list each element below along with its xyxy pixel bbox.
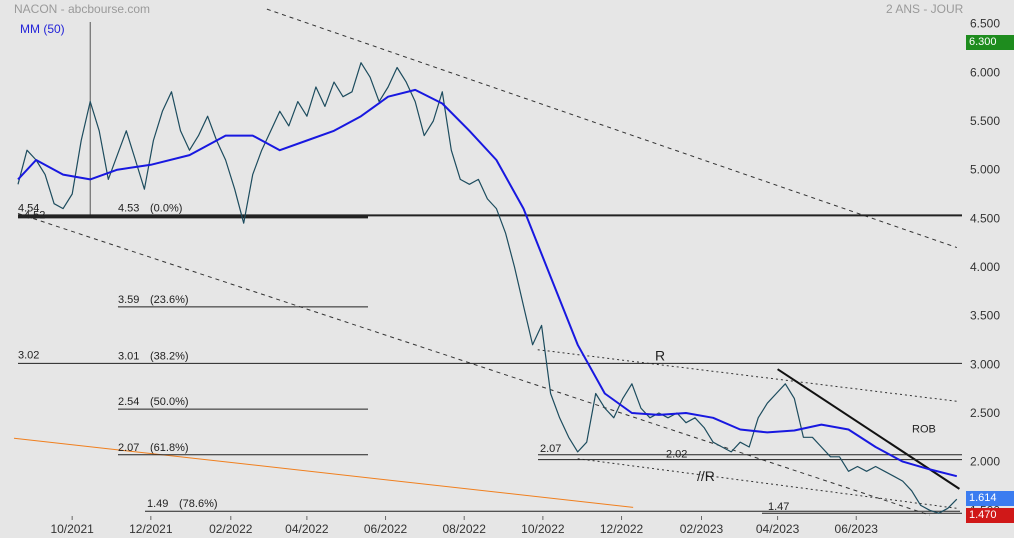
parallel-channel-line bbox=[577, 458, 957, 509]
y-tick-label: 3.000 bbox=[970, 357, 1000, 371]
y-tick-label: 4.000 bbox=[970, 260, 1000, 274]
ma-legend: MM (50) bbox=[20, 22, 65, 36]
fib-level-percent: (50.0%) bbox=[150, 396, 189, 408]
y-tick-label: 4.500 bbox=[970, 211, 1000, 225]
annotation-r: R bbox=[655, 347, 665, 363]
y-tick-label: 2.500 bbox=[970, 406, 1000, 420]
lower-channel-line bbox=[17, 213, 930, 516]
fib-level-value: 2.54 bbox=[118, 396, 139, 408]
ma-series-line bbox=[17, 88, 958, 478]
x-tick-label: 12/2021 bbox=[129, 522, 173, 536]
x-tick-label: 02/2022 bbox=[209, 522, 253, 536]
x-tick-label: 06/2023 bbox=[835, 522, 879, 536]
x-tick-label: 04/2022 bbox=[285, 522, 329, 536]
left-level-label: 3.02 bbox=[18, 349, 39, 361]
period-label: 2 ANS - JOUR bbox=[886, 2, 964, 16]
support-level-label: 2.02 bbox=[666, 449, 687, 461]
chart-title: NACON - abcbourse.com bbox=[14, 2, 151, 16]
x-tick-label: 04/2023 bbox=[756, 522, 800, 536]
x-tick-label: 08/2022 bbox=[443, 522, 487, 536]
x-tick-label: 10/2022 bbox=[521, 522, 565, 536]
price-series-line bbox=[17, 62, 958, 514]
y-tick-label: 2.000 bbox=[970, 455, 1000, 469]
left-level-label: 4.54 bbox=[18, 202, 39, 214]
y-tick-label: 6.500 bbox=[970, 17, 1000, 31]
support-level-label: 2.07 bbox=[540, 443, 561, 455]
left-level-label: 4.52 bbox=[24, 209, 45, 221]
fib-level-value: 2.07 bbox=[118, 442, 139, 454]
high-price-badge: 6.300 bbox=[966, 35, 1014, 51]
fib-level-value: 4.53 bbox=[118, 202, 139, 214]
fib-level-percent: (38.2%) bbox=[150, 350, 189, 362]
x-tick-label: 02/2023 bbox=[680, 522, 724, 536]
fib-level-value: 3.01 bbox=[118, 350, 139, 362]
support-level-label: 1.47 bbox=[768, 501, 789, 513]
y-tick-label: 3.500 bbox=[970, 309, 1000, 323]
fib-level-value: 1.49 bbox=[147, 498, 168, 510]
fib-level-percent: (0.0%) bbox=[150, 202, 182, 214]
y-tick-label: 6.000 bbox=[970, 65, 1000, 79]
last-price-badge: 1.614 bbox=[966, 491, 1014, 507]
y-tick-label: 5.500 bbox=[970, 114, 1000, 128]
x-tick-label: 12/2022 bbox=[600, 522, 644, 536]
annotation-rob: ROB bbox=[912, 423, 936, 435]
x-tick-label: 10/2021 bbox=[50, 522, 94, 536]
fib-level-percent: (78.6%) bbox=[179, 498, 218, 510]
low-price-badge: 1.470 bbox=[966, 508, 1014, 524]
fib-level-percent: (23.6%) bbox=[150, 294, 189, 306]
fib-level-value: 3.59 bbox=[118, 294, 139, 306]
y-tick-label: 5.000 bbox=[970, 163, 1000, 177]
orange-trend-line bbox=[13, 437, 634, 508]
upper-channel-line bbox=[266, 8, 958, 249]
resistance-channel-line bbox=[537, 349, 957, 402]
x-tick-label: 06/2022 bbox=[364, 522, 408, 536]
annotation-parallel-r: //R bbox=[697, 468, 715, 484]
fib-level-percent: (61.8%) bbox=[150, 442, 189, 454]
